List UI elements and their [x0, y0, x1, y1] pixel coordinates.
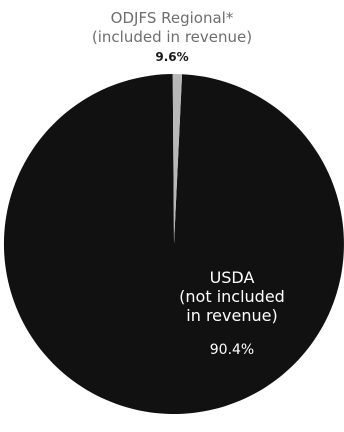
slice-label-odjfs-line2: (included in revenue) — [91, 28, 253, 46]
slice-value-odjfs: 9.6% — [155, 50, 189, 64]
slice-label-usda-line3: in revenue) — [186, 306, 278, 325]
slice-label-usda-line1: USDA — [209, 268, 255, 287]
pie-slice-usda — [3, 74, 344, 414]
slice-label-usda-line2: (not included — [179, 287, 285, 306]
slice-value-usda: 90.4% — [209, 342, 255, 358]
slice-label-odjfs-line1: ODJFS Regional* — [110, 9, 234, 27]
pie-slices — [3, 73, 344, 414]
pie-slice-odjfs-regional — [172, 73, 183, 244]
